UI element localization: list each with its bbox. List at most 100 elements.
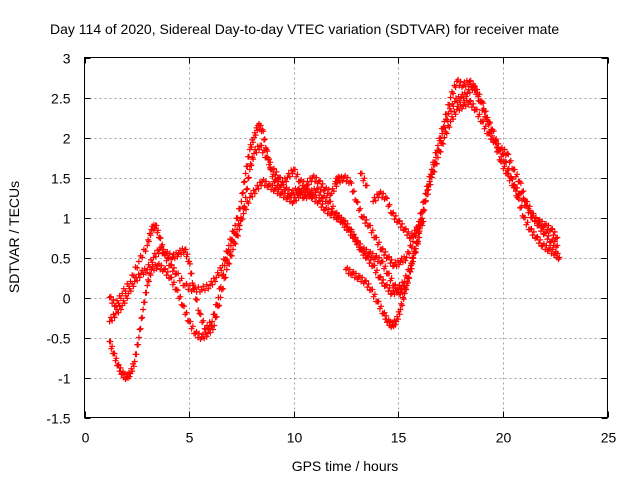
data-point [303,186,310,193]
data-point [253,149,260,156]
data-point [533,215,539,222]
data-point [386,270,393,277]
data-point [384,281,390,288]
data-point [205,325,212,332]
data-point [551,228,558,235]
data-point [468,104,475,111]
data-point [474,89,481,96]
data-point [251,190,258,197]
data-point [315,198,322,205]
data-point [379,245,386,252]
data-point [181,303,188,310]
data-point [209,326,216,333]
data-point [144,242,151,249]
data-point [238,198,245,205]
data-point [323,194,330,201]
data-point [549,246,556,253]
data-point [317,188,324,195]
data-point [384,254,391,261]
data-point [197,311,204,318]
data-point [480,118,487,125]
data-point [139,314,146,321]
data-point [263,178,270,185]
data-point [406,268,413,275]
data-point [313,186,320,193]
data-point [315,178,322,185]
data-point [115,300,122,307]
data-point [261,147,267,154]
data-point [474,106,480,113]
data-point [106,294,113,301]
data-point [502,158,508,165]
data-point [224,256,231,263]
data-point [524,198,531,205]
data-point [222,256,229,263]
data-point [302,189,308,196]
data-point [545,222,552,229]
data-point [440,140,447,147]
data-point [241,178,248,185]
data-point [436,148,443,155]
data-point [264,148,271,155]
data-point [145,278,152,285]
data-point [450,90,457,97]
data-point [425,191,431,198]
data-point [361,175,368,182]
data-point [386,253,393,260]
data-point [330,203,336,210]
x-axis-label: GPS time / hours [292,458,399,474]
data-point [378,246,385,253]
data-point [476,98,483,105]
data-point [115,361,122,368]
data-point [327,198,334,205]
data-point [530,210,537,217]
data-point [153,265,160,272]
data-point [486,119,493,126]
data-point [140,306,147,313]
data-point [419,222,426,229]
data-point [371,291,378,298]
data-point [487,136,494,143]
data-point [367,222,374,229]
data-point [397,306,404,313]
data-point [169,268,176,275]
data-point [203,281,210,288]
data-point [374,267,380,274]
data-point [117,364,124,371]
plot-frame [84,57,608,418]
data-point [151,225,158,232]
data-point [129,368,136,375]
data-point [267,159,274,166]
data-point [227,252,234,259]
data-point [485,130,492,137]
data-point [147,232,154,239]
data-point [215,272,222,279]
data-point [514,171,521,178]
data-point [392,212,399,219]
data-point [196,330,203,337]
data-point [182,246,189,253]
data-point [382,248,389,255]
data-point [130,363,137,370]
data-point [312,189,319,196]
data-point [342,217,349,224]
data-point [354,237,361,244]
data-point [510,184,517,191]
data-point [203,333,210,340]
data-point [554,242,561,249]
data-point [450,116,457,123]
data-point [318,204,325,211]
data-point [354,199,361,206]
y-tick-label: 2 [63,131,71,147]
data-point [130,283,137,290]
data-point [212,314,219,321]
data-point [376,239,383,246]
data-point [361,213,367,220]
data-point [178,275,185,282]
data-point [541,230,548,237]
data-point [159,241,166,248]
data-point [175,270,182,277]
data-point [550,232,557,239]
data-point [431,168,438,175]
data-point [325,186,332,193]
